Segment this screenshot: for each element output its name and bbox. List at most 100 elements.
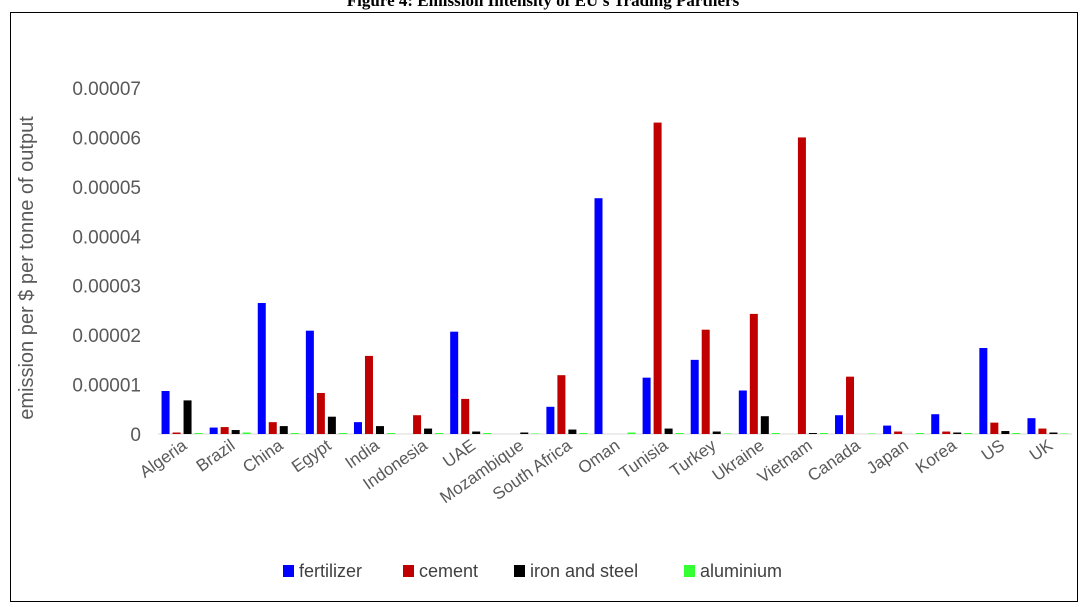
bar-cement-japan <box>894 431 903 434</box>
bar-aluminium-korea <box>964 433 973 434</box>
bar-fertilizer-egypt <box>305 330 314 434</box>
bar-aluminium-algeria <box>194 433 203 434</box>
y-tick-label: 0.00004 <box>72 227 141 248</box>
bar-fertilizer-ukraine <box>738 390 747 434</box>
bar-iron-and-steel-egypt <box>327 416 336 434</box>
bar-fertilizer-us <box>979 347 988 434</box>
legend-swatch-aluminium <box>684 565 695 577</box>
bar-fertilizer-japan <box>883 425 892 434</box>
y-tick-label: 0.00005 <box>72 178 141 199</box>
bar-aluminium-indonesia <box>435 433 444 434</box>
bar-cement-canada <box>846 376 855 434</box>
bar-iron-and-steel-china <box>279 426 288 434</box>
bar-aluminium-vietnam <box>819 433 828 434</box>
x-category-label: Egypt <box>288 436 335 477</box>
legend-label-cement: cement <box>419 561 478 581</box>
x-category-label: Japan <box>863 436 912 478</box>
bar-fertilizer-tunisia <box>642 377 651 434</box>
bar-iron-and-steel-indonesia <box>424 428 433 434</box>
y-tick-label: 0.00003 <box>72 277 141 298</box>
chart-frame <box>10 12 1078 602</box>
bar-fertilizer-algeria <box>161 390 170 434</box>
bar-fertilizer-uae <box>450 331 459 434</box>
bar-cement-indonesia <box>413 415 422 434</box>
bar-cement-vietnam <box>797 137 806 434</box>
bar-cement-uk <box>1038 428 1047 434</box>
x-category-label: Oman <box>574 436 623 478</box>
x-category-label: Korea <box>912 435 961 477</box>
bar-iron-and-steel-korea <box>953 432 962 434</box>
bar-cement-egypt <box>316 392 325 434</box>
bar-iron-and-steel-turkey <box>712 431 721 434</box>
bar-iron-and-steel-brazil <box>231 430 240 434</box>
y-axis-label: emission per $ per tonne of output <box>16 116 38 420</box>
bar-fertilizer-south-africa <box>546 406 555 434</box>
chart-title: Figure 4: Emission Intensity of EU's Tra… <box>346 0 740 10</box>
x-category-label: Tunisia <box>616 435 672 482</box>
bar-aluminium-oman <box>627 432 636 434</box>
bar-aluminium-uae <box>483 433 492 434</box>
bar-iron-and-steel-mozambique <box>520 432 529 434</box>
x-category-label: Canada <box>804 435 864 485</box>
legend-label-fertilizer: fertilizer <box>299 561 362 581</box>
bar-iron-and-steel-india <box>375 426 384 434</box>
x-category-label: China <box>239 435 287 476</box>
legend-label-aluminium: aluminium <box>700 561 782 581</box>
bar-aluminium-ukraine <box>771 433 780 434</box>
legend-swatch-iron-and-steel <box>514 565 525 577</box>
bar-cement-algeria <box>172 432 181 434</box>
bar-aluminium-brazil <box>242 432 251 434</box>
x-category-label: UK <box>1026 435 1057 464</box>
x-category-label: Vietnam <box>754 436 816 487</box>
bar-iron-and-steel-uae <box>472 431 481 434</box>
bar-iron-and-steel-tunisia <box>664 428 673 434</box>
bar-aluminium-tunisia <box>675 433 684 434</box>
bar-fertilizer-india <box>353 422 362 434</box>
bar-cement-korea <box>942 431 951 434</box>
bar-fertilizer-china <box>257 303 266 434</box>
bar-cement-india <box>364 355 373 434</box>
bar-iron-and-steel-us <box>1001 431 1010 434</box>
x-category-label: US <box>978 436 1008 465</box>
legend-swatch-cement <box>403 565 414 577</box>
bar-iron-and-steel-vietnam <box>808 433 817 434</box>
bar-fertilizer-korea <box>931 414 940 434</box>
bar-cement-turkey <box>701 329 710 434</box>
bars-group <box>161 122 1069 434</box>
bar-cement-china <box>268 422 277 434</box>
x-category-label: Algeria <box>136 435 191 481</box>
y-tick-label: 0.00007 <box>72 79 141 100</box>
bar-cement-uae <box>461 398 470 434</box>
bar-fertilizer-oman <box>594 198 603 434</box>
bar-cement-us <box>990 422 999 434</box>
y-axis-ticks: 0 0.00001 0.00002 0.00003 0.00004 0.00005 0.00… <box>72 79 141 446</box>
bar-iron-and-steel-algeria <box>183 400 192 434</box>
y-tick-label: 0 <box>130 425 141 446</box>
bar-fertilizer-turkey <box>690 359 699 434</box>
legend-swatch-fertilizer <box>283 565 294 577</box>
bar-aluminium-south-africa <box>579 433 588 434</box>
bar-cement-brazil <box>220 427 229 434</box>
bar-aluminium-india <box>386 433 395 434</box>
bar-fertilizer-brazil <box>209 427 218 434</box>
bar-iron-and-steel-south-africa <box>568 429 577 434</box>
x-category-label: Brazil <box>193 436 239 476</box>
bar-fertilizer-canada <box>835 415 844 434</box>
y-tick-label: 0.00001 <box>72 376 141 397</box>
bar-fertilizer-uk <box>1027 418 1036 434</box>
bar-aluminium-china <box>290 433 299 434</box>
bar-iron-and-steel-uk <box>1049 432 1058 434</box>
y-tick-label: 0.00006 <box>72 128 141 149</box>
bar-iron-and-steel-ukraine <box>760 416 769 434</box>
bar-cement-tunisia <box>653 122 662 434</box>
bar-aluminium-us <box>1012 433 1021 434</box>
legend-label-iron-and-steel: iron and steel <box>530 561 638 581</box>
bar-aluminium-egypt <box>338 433 347 434</box>
bar-cement-south-africa <box>557 375 566 434</box>
y-tick-label: 0.00002 <box>72 326 141 347</box>
bar-cement-ukraine <box>749 313 758 434</box>
legend: fertilizer cement iron and steel aluminium <box>283 561 782 581</box>
bar-aluminium-japan <box>916 433 925 434</box>
